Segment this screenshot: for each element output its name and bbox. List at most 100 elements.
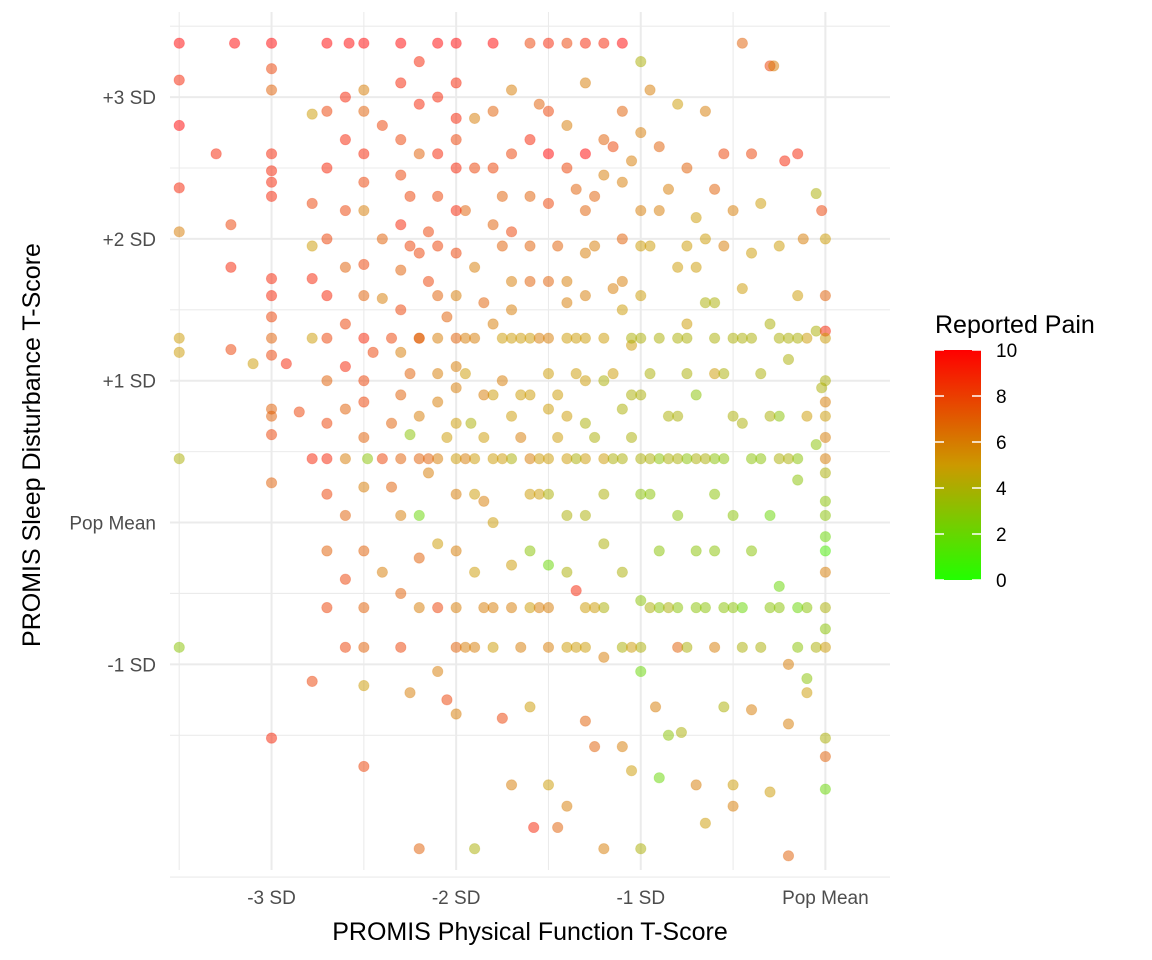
data-point (773, 580, 785, 592)
data-point (524, 701, 536, 713)
data-point (816, 204, 828, 217)
data-point (487, 219, 499, 231)
data-point (395, 641, 407, 653)
data-point (819, 453, 831, 465)
data-point (542, 403, 555, 415)
data-point (672, 410, 684, 422)
data-point (782, 850, 795, 862)
data-point (653, 332, 665, 344)
data-point (265, 410, 278, 422)
data-point (404, 429, 416, 441)
data-point (755, 197, 767, 210)
data-point (561, 119, 573, 132)
data-point (432, 368, 444, 380)
data-point (469, 566, 481, 578)
data-point (422, 467, 435, 479)
legend-ticks: 0 2 4 6 8 10 (935, 341, 1017, 592)
data-point (690, 545, 702, 557)
data-point (376, 233, 388, 245)
data-point (579, 417, 591, 429)
data-point (422, 453, 435, 465)
data-point (395, 264, 407, 276)
data-point (487, 162, 499, 174)
data-point (736, 641, 748, 653)
data-point (385, 481, 398, 493)
data-point (598, 169, 610, 181)
data-point (505, 779, 518, 791)
data-point (478, 297, 490, 309)
data-point (810, 187, 822, 200)
data-point (699, 817, 711, 829)
data-point (681, 453, 693, 465)
data-point (505, 410, 518, 422)
data-point (395, 304, 407, 316)
data-point (358, 602, 370, 614)
data-point (819, 410, 831, 422)
data-point (450, 382, 462, 394)
data-point (413, 552, 425, 564)
data-point (395, 389, 407, 401)
data-point (450, 112, 462, 124)
data-point (782, 353, 795, 366)
data-point (625, 431, 638, 444)
y-tick-label: -1 SD (107, 655, 156, 676)
data-point (265, 290, 278, 302)
x-tick-label: Pop Mean (782, 888, 869, 909)
data-point (598, 538, 610, 550)
data-point (625, 155, 638, 167)
data-point (589, 240, 601, 252)
data-point (432, 240, 444, 252)
data-point (395, 453, 407, 465)
data-point (616, 105, 628, 117)
data-point (709, 183, 721, 195)
data-point (450, 37, 462, 49)
data-point (792, 332, 804, 344)
data-points (173, 37, 831, 862)
data-point (496, 240, 508, 252)
data-point (542, 488, 555, 500)
data-point (616, 233, 628, 245)
data-point (542, 559, 555, 571)
data-point (524, 134, 536, 146)
data-point (690, 779, 702, 791)
data-point (306, 332, 318, 344)
data-point (395, 134, 407, 146)
data-point (773, 240, 785, 252)
data-point (736, 332, 748, 344)
data-point (413, 98, 425, 110)
data-point (690, 212, 702, 224)
data-point (625, 641, 638, 653)
data-point (718, 368, 730, 380)
data-point (801, 687, 813, 699)
data-point (339, 453, 351, 465)
data-point (718, 148, 730, 160)
data-point (432, 37, 444, 49)
data-point (487, 37, 499, 49)
data-point (690, 602, 702, 614)
data-point (432, 332, 444, 344)
data-point (358, 332, 370, 344)
data-point (339, 261, 351, 273)
data-point (265, 477, 278, 489)
data-point (672, 98, 684, 110)
data-point (561, 566, 573, 578)
data-point (709, 641, 721, 653)
legend-colorbar (935, 350, 981, 580)
data-point (598, 488, 610, 500)
data-point (173, 182, 185, 194)
data-point (358, 204, 370, 217)
data-point (727, 509, 739, 522)
data-point (459, 368, 471, 380)
data-point (321, 105, 333, 117)
data-point (561, 410, 573, 422)
data-point (616, 403, 628, 415)
data-point (358, 481, 370, 493)
data-point (819, 783, 831, 795)
data-point (635, 594, 647, 607)
data-point (681, 332, 693, 344)
data-point (358, 680, 370, 692)
data-point (662, 729, 675, 741)
data-point (339, 204, 351, 217)
data-point (681, 240, 693, 252)
data-point (339, 403, 351, 415)
